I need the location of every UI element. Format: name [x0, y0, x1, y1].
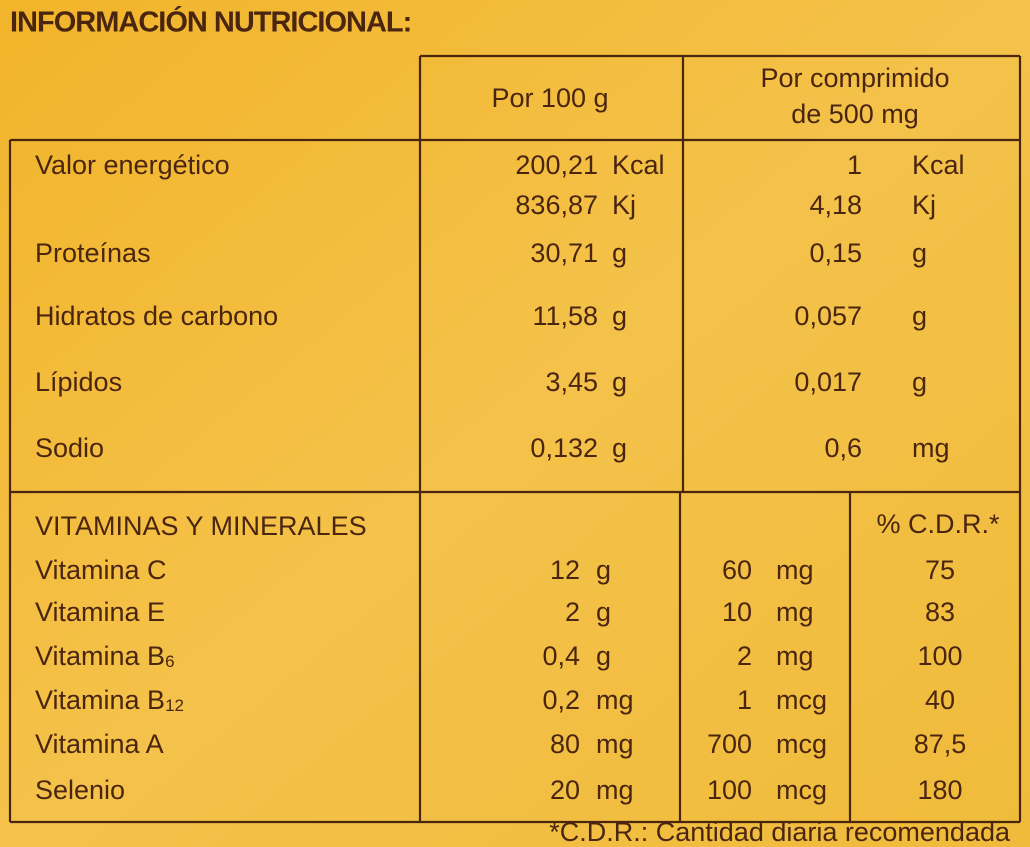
unit-per-tablet: g	[912, 238, 927, 268]
value-per-tablet: 0,15	[809, 238, 862, 268]
unit-per-100g: mg	[596, 775, 634, 805]
value-per-tablet: 10	[722, 597, 752, 627]
cdr-value: 180	[917, 775, 962, 805]
header-per-tablet: Por comprimido	[760, 63, 949, 93]
value-per-tablet: 100	[707, 775, 752, 805]
value-per-tablet: 0,017	[794, 367, 862, 397]
vitamin-label: Vitamina B12	[35, 685, 184, 715]
value-per-tablet: 0,057	[794, 301, 862, 331]
vitamin-label: Vitamina B6	[35, 641, 175, 671]
value-per-100g: 0,132	[530, 433, 598, 463]
value-per-100g: 2	[565, 597, 580, 627]
value-per-100g: 12	[550, 555, 580, 585]
vitamin-name: Selenio	[35, 775, 125, 805]
unit-per-tablet: Kj	[912, 190, 936, 220]
unit-per-100g: g	[612, 367, 627, 397]
vitamin-label: Vitamina C	[35, 555, 167, 585]
unit-per-100g: mg	[596, 685, 634, 715]
cdr-value: 87,5	[914, 729, 967, 759]
table-lines	[8, 54, 1022, 824]
section-title: VITAMINAS Y MINERALES	[35, 511, 367, 541]
unit-per-100g: g	[596, 597, 611, 627]
vitamin-subscript: 12	[165, 696, 184, 715]
unit-per-100g: g	[596, 555, 611, 585]
cdr-header: % C.D.R.*	[876, 509, 1000, 539]
value-per-100g: 0,2	[542, 685, 580, 715]
cdr-value: 75	[925, 555, 955, 585]
unit-per-100g: g	[612, 238, 627, 268]
unit-per-tablet: mcg	[776, 775, 827, 805]
unit-per-tablet: mcg	[776, 685, 827, 715]
unit-per-tablet: g	[912, 301, 927, 331]
value-per-100g: 836,87	[515, 190, 598, 220]
vitamin-subscript: 6	[165, 652, 174, 671]
vitamin-name: Vitamina B	[35, 685, 165, 715]
vitamin-label: Selenio	[35, 775, 125, 805]
value-per-100g: 20	[550, 775, 580, 805]
unit-per-100g: Kj	[612, 190, 636, 220]
value-per-tablet: 60	[722, 555, 752, 585]
value-per-100g: 30,71	[530, 238, 598, 268]
cdr-value: 83	[925, 597, 955, 627]
value-per-100g: 11,58	[532, 301, 598, 331]
unit-per-100g: Kcal	[612, 150, 665, 180]
value-per-100g: 3,45	[545, 367, 598, 397]
unit-per-tablet: mg	[912, 433, 950, 463]
unit-per-tablet: g	[912, 367, 927, 397]
unit-per-tablet: Kcal	[912, 150, 965, 180]
row-label: Valor energético	[35, 150, 230, 180]
unit-per-100g: g	[596, 641, 611, 671]
value-per-tablet: 1	[737, 685, 752, 715]
vitamin-name: Vitamina C	[35, 555, 167, 585]
vitamin-label: Vitamina E	[35, 597, 165, 627]
cdr-value: 100	[917, 641, 962, 671]
vitamin-name: Vitamina A	[35, 729, 164, 759]
unit-per-tablet: mg	[776, 597, 814, 627]
value-per-100g: 80	[550, 729, 580, 759]
value-per-tablet: 4,18	[809, 190, 862, 220]
unit-per-tablet: mcg	[776, 729, 827, 759]
footnote: *C.D.R.: Cantidad diaria recomendada	[549, 817, 1011, 847]
value-per-tablet: 0,6	[824, 433, 862, 463]
value-per-tablet: 700	[707, 729, 752, 759]
header-per-100g: Por 100 g	[491, 83, 608, 113]
row-label: Lípidos	[35, 367, 122, 397]
vitamin-name: Vitamina E	[35, 597, 165, 627]
title: INFORMACIÓN NUTRICIONAL:	[10, 5, 411, 39]
value-per-tablet: 2	[737, 641, 752, 671]
cdr-value: 40	[925, 685, 955, 715]
value-per-100g: 0,4	[542, 641, 580, 671]
unit-per-100g: g	[612, 301, 627, 331]
unit-per-tablet: mg	[776, 555, 814, 585]
row-label: Proteínas	[35, 238, 151, 268]
value-per-tablet: 1	[847, 150, 862, 180]
unit-per-100g: mg	[596, 729, 634, 759]
vitamin-name: Vitamina B	[35, 641, 165, 671]
row-label: Sodio	[35, 433, 104, 463]
row-label: Hidratos de carbono	[35, 301, 278, 331]
unit-per-tablet: mg	[776, 641, 814, 671]
header-per-tablet: de 500 mg	[791, 99, 919, 129]
unit-per-100g: g	[612, 433, 627, 463]
vitamin-label: Vitamina A	[35, 729, 164, 759]
value-per-100g: 200,21	[515, 150, 598, 180]
